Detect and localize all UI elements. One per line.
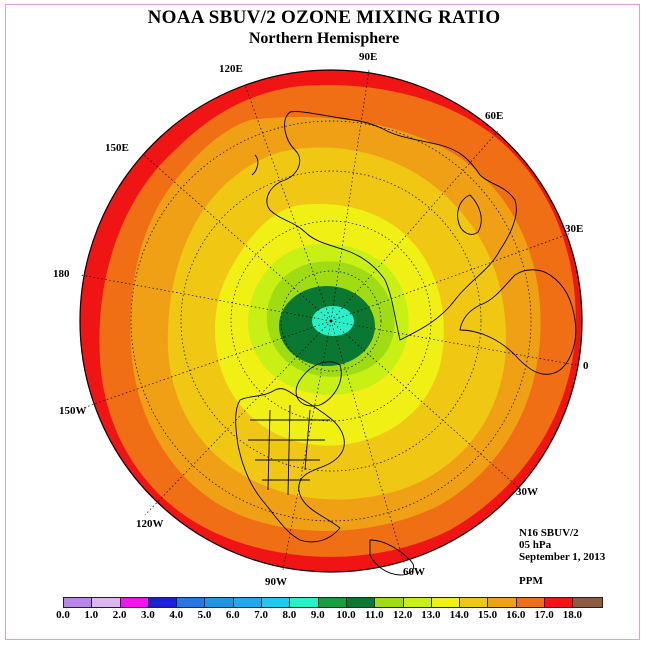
date-label: September 1, 2013 <box>519 551 606 563</box>
contour-8-9 <box>312 306 354 336</box>
satellite-label: N16 SBUV/2 <box>519 527 579 539</box>
meridian <box>143 154 332 322</box>
colorbar-swatch <box>120 598 149 607</box>
europe-africa-outline <box>459 269 577 375</box>
colorbar-tick-label: 12.0 <box>392 609 413 621</box>
lon-label-60w: 60W <box>403 566 425 578</box>
meridian <box>330 232 572 322</box>
colorbar-swatch <box>318 598 347 607</box>
lon-label-150e: 150E <box>105 142 129 154</box>
colorbar-swatch <box>545 598 574 607</box>
colorbar-tick-label: 13.0 <box>421 609 441 621</box>
colorbar-tick-label: 18.0 <box>562 609 583 621</box>
colorbar-tick-label: 0.0 <box>56 609 70 621</box>
meridian <box>144 320 332 516</box>
pressure-level-label: 05 hPa <box>519 539 552 551</box>
north-america-outline <box>235 388 345 543</box>
colorbar-tick-label: 11.0 <box>364 609 384 621</box>
colorbar-swatch <box>177 598 206 607</box>
lon-label-150w: 150W <box>59 405 87 417</box>
us-states-grid <box>248 404 330 496</box>
colorbar-tick-label: 2.0 <box>112 609 127 621</box>
colorbar-tick-label: 10.0 <box>336 609 356 621</box>
colorbar-swatch <box>573 598 602 607</box>
colorbar-swatch <box>346 598 376 607</box>
colorbar-tick-label: 8.0 <box>282 609 297 621</box>
lon-label-180: 180 <box>53 268 70 280</box>
lon-label-60e: 60E <box>485 110 504 122</box>
japan-outline <box>251 154 259 176</box>
ozone-contours <box>80 70 582 572</box>
map-subtitle: Northern Hemisphere <box>248 30 400 47</box>
latitude-circle <box>130 120 532 522</box>
lon-label-90e: 90E <box>359 51 378 63</box>
colorbar-tick-label: 9.0 <box>310 609 325 621</box>
colorbar-tick-label: 7.0 <box>254 609 268 621</box>
lon-label-90w: 90W <box>265 576 287 588</box>
colorbar-tick-label: 15.0 <box>477 609 498 621</box>
greenland-outline <box>295 361 342 407</box>
colorbar-tick-label: 16.0 <box>506 609 526 621</box>
colorbar-tick-label: 4.0 <box>169 609 184 621</box>
colorbar-swatch <box>375 598 404 607</box>
colorbar-tick-label: 1.0 <box>84 609 99 621</box>
plot-frame <box>5 4 640 640</box>
colorbar-swatch <box>64 598 93 607</box>
eurasia-outline <box>266 111 517 341</box>
colorbar-swatch <box>262 598 291 607</box>
colorbar-swatch <box>488 598 517 607</box>
colorbar-swatch <box>516 598 546 607</box>
colorbar-swatch <box>431 598 461 607</box>
colorbar-swatch <box>92 598 121 607</box>
colorbar-swatch <box>290 598 319 607</box>
lon-label-120e: 120E <box>219 63 243 75</box>
latitude-circle <box>180 170 482 472</box>
coastlines <box>235 111 577 576</box>
south-america-outline <box>369 539 414 576</box>
colorbar-tick-label: 6.0 <box>225 609 240 621</box>
colorbar <box>63 597 603 608</box>
units-label: PPM <box>519 575 543 587</box>
meridian <box>330 320 577 366</box>
colorbar-swatch <box>460 598 489 607</box>
lon-label-0: 0 <box>583 360 589 372</box>
colorbar-tick-label: 14.0 <box>449 609 469 621</box>
colorbar-swatch <box>403 598 432 607</box>
india-outline <box>457 194 482 235</box>
colorbar-tick-label: 3.0 <box>141 609 155 621</box>
graticule <box>80 69 577 571</box>
colorbar-swatch <box>205 598 234 607</box>
colorbar-tick-label: 17.0 <box>534 609 554 621</box>
colorbar-tick-label: 5.0 <box>197 609 212 621</box>
latitude-circle <box>230 220 432 422</box>
lon-label-120w: 120W <box>136 518 164 530</box>
meridian <box>244 84 332 322</box>
colorbar-swatch <box>148 598 178 607</box>
map-boundary <box>79 69 583 573</box>
lon-label-30w: 30W <box>516 486 538 498</box>
latitude-circle <box>280 270 382 372</box>
map-title: NOAA SBUV/2 OZONE MIXING RATIO <box>147 7 501 28</box>
colorbar-swatch <box>233 598 263 607</box>
lon-label-30e: 30E <box>565 223 584 235</box>
